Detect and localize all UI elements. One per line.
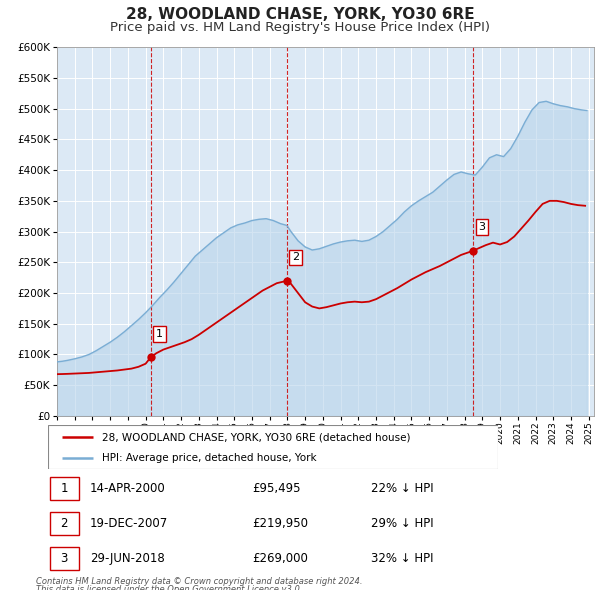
Text: 14-APR-2000: 14-APR-2000 — [90, 482, 166, 495]
Text: 2: 2 — [61, 517, 68, 530]
Text: 2: 2 — [292, 253, 299, 263]
Text: 29% ↓ HPI: 29% ↓ HPI — [371, 517, 433, 530]
Text: 19-DEC-2007: 19-DEC-2007 — [90, 517, 168, 530]
FancyBboxPatch shape — [49, 477, 79, 500]
Text: £219,950: £219,950 — [252, 517, 308, 530]
FancyBboxPatch shape — [49, 548, 79, 570]
Text: £95,495: £95,495 — [252, 482, 301, 495]
Text: HPI: Average price, detached house, York: HPI: Average price, detached house, York — [102, 453, 317, 463]
FancyBboxPatch shape — [48, 425, 498, 469]
Text: Contains HM Land Registry data © Crown copyright and database right 2024.: Contains HM Land Registry data © Crown c… — [36, 577, 362, 586]
Text: This data is licensed under the Open Government Licence v3.0.: This data is licensed under the Open Gov… — [36, 585, 302, 590]
Text: 22% ↓ HPI: 22% ↓ HPI — [371, 482, 433, 495]
Text: 1: 1 — [61, 482, 68, 495]
Text: 32% ↓ HPI: 32% ↓ HPI — [371, 552, 433, 565]
Text: 29-JUN-2018: 29-JUN-2018 — [90, 552, 165, 565]
Text: 28, WOODLAND CHASE, YORK, YO30 6RE: 28, WOODLAND CHASE, YORK, YO30 6RE — [125, 7, 475, 22]
Text: Price paid vs. HM Land Registry's House Price Index (HPI): Price paid vs. HM Land Registry's House … — [110, 21, 490, 34]
Text: 28, WOODLAND CHASE, YORK, YO30 6RE (detached house): 28, WOODLAND CHASE, YORK, YO30 6RE (deta… — [102, 432, 410, 442]
Text: 3: 3 — [479, 222, 485, 232]
Text: £269,000: £269,000 — [252, 552, 308, 565]
Text: 3: 3 — [61, 552, 68, 565]
Text: 1: 1 — [156, 329, 163, 339]
FancyBboxPatch shape — [49, 512, 79, 535]
